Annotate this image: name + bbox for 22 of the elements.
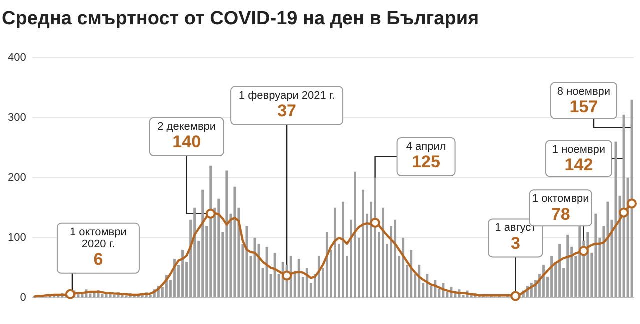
data-label: 6 [94, 250, 104, 270]
y-tick-label: 0 [20, 292, 26, 304]
annotation: 1 февруари 2021 г. [238, 90, 336, 102]
y-tick-label: 100 [8, 232, 26, 244]
y-tick-label: 400 [8, 52, 26, 64]
annotation: 8 ноември [557, 86, 611, 98]
annotation: 1 октомври [532, 193, 590, 206]
annotation: 1 ноември [552, 144, 606, 156]
data-label: 3 [510, 234, 520, 253]
data-label: 37 [278, 101, 297, 120]
y-tick-label: 300 [8, 112, 26, 124]
data-label: 157 [570, 97, 598, 116]
y-tick-label: 200 [8, 172, 26, 184]
data-label: 78 [551, 204, 570, 224]
annotation: 2 декември [158, 120, 216, 133]
data-label: 125 [412, 152, 440, 172]
annotation: 1 октомври 2020 г. [70, 226, 127, 250]
chart-title: Средна смъртност от COVID-19 на ден в България [2, 8, 480, 30]
data-label: 142 [564, 155, 594, 174]
annotation: 1 август [495, 222, 536, 234]
annotation: 4 април [406, 140, 446, 153]
data-label: 140 [172, 132, 202, 152]
